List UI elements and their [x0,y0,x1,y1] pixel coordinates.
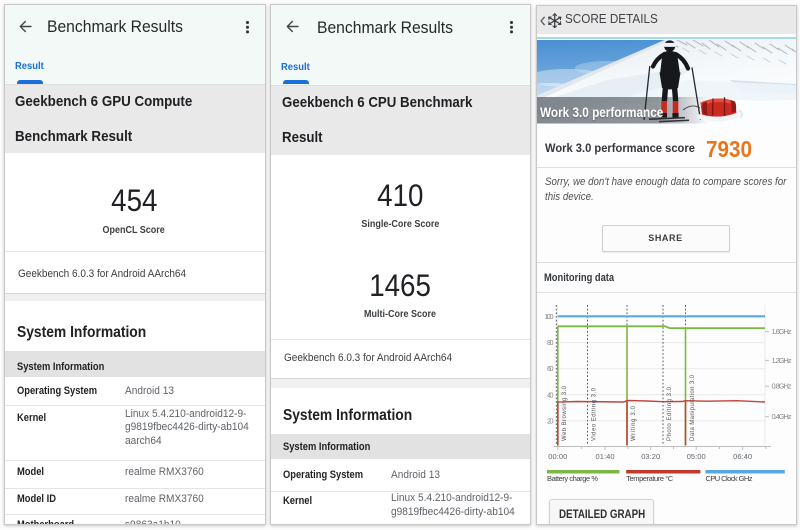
svg-text:1.6GHz: 1.6GHz [772,327,792,336]
svg-text:0.4GHz: 0.4GHz [772,412,792,421]
svg-text:03:20: 03:20 [641,452,660,461]
svg-text:Web Browsing 3.0: Web Browsing 3.0 [562,385,568,441]
svg-text:0.8GHz: 0.8GHz [772,381,792,390]
svg-text:1.2GHz: 1.2GHz [772,355,792,364]
svg-text:40: 40 [547,390,554,399]
svg-text:60: 60 [547,364,554,373]
svg-text:05:00: 05:00 [687,452,706,461]
svg-text:Battery charge %: Battery charge % [547,474,598,483]
svg-text:Video Editing 3.0: Video Editing 3.0 [592,387,598,441]
svg-text:100: 100 [545,312,554,321]
svg-text:CPU Clock GHz: CPU Clock GHz [706,474,753,483]
svg-text:Temperature °C: Temperature °C [626,474,674,483]
svg-text:20: 20 [547,416,554,425]
svg-text:Photo Editing 3.0: Photo Editing 3.0 [667,386,673,441]
svg-text:00:00: 00:00 [548,452,567,461]
svg-text:80: 80 [547,338,554,347]
svg-text:01:40: 01:40 [596,452,615,461]
svg-text:Data Manipulation 3.0: Data Manipulation 3.0 [690,374,696,441]
svg-text:06:40: 06:40 [733,452,752,461]
svg-text:Writing 3.0: Writing 3.0 [631,405,637,441]
